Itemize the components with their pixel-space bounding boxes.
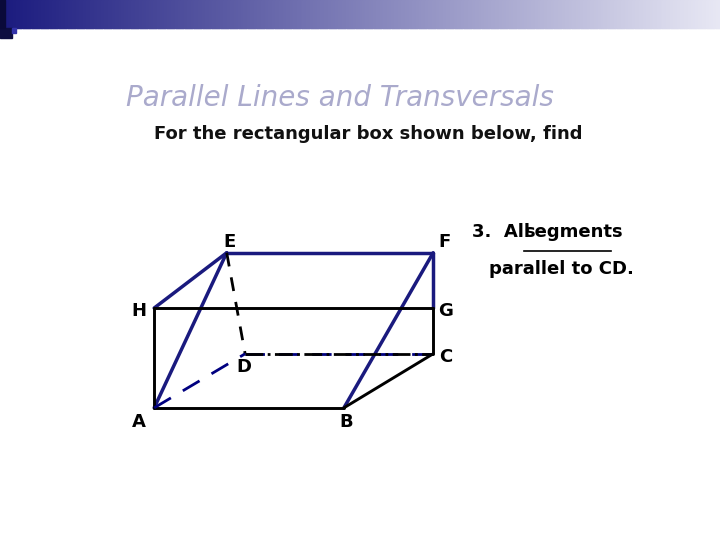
Text: parallel to CD.: parallel to CD. <box>489 260 634 278</box>
Text: D: D <box>236 358 251 376</box>
Text: E: E <box>223 233 235 251</box>
Text: For the rectangular box shown below, find: For the rectangular box shown below, fin… <box>154 125 582 143</box>
Text: B: B <box>340 413 354 430</box>
Text: 3.  All: 3. All <box>472 223 536 241</box>
Text: A: A <box>132 413 145 430</box>
Text: H: H <box>131 302 146 320</box>
Text: segments: segments <box>524 223 623 241</box>
Text: C: C <box>438 348 452 366</box>
Text: F: F <box>438 233 451 251</box>
Text: G: G <box>438 302 453 320</box>
Text: Parallel Lines and Transversals: Parallel Lines and Transversals <box>126 84 554 112</box>
